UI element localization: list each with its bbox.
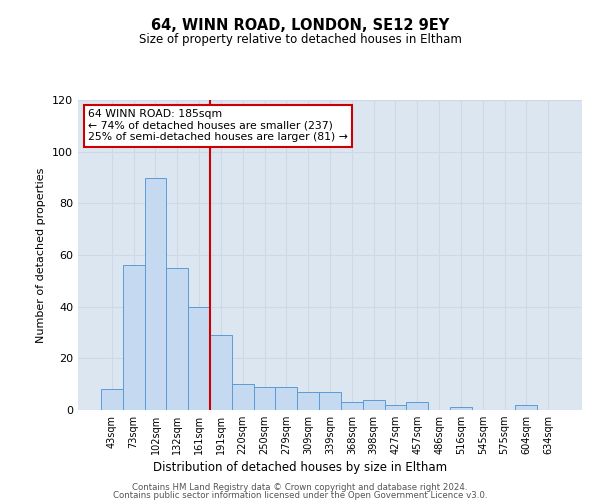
Text: Distribution of detached houses by size in Eltham: Distribution of detached houses by size …	[153, 461, 447, 474]
Bar	[232, 384, 254, 410]
Bar	[166, 268, 188, 410]
Bar	[385, 405, 406, 410]
Y-axis label: Number of detached properties: Number of detached properties	[37, 168, 46, 342]
Text: 64 WINN ROAD: 185sqm
← 74% of detached houses are smaller (237)
25% of semi-deta: 64 WINN ROAD: 185sqm ← 74% of detached h…	[88, 110, 348, 142]
Bar	[297, 392, 319, 410]
Bar	[275, 387, 297, 410]
Bar	[319, 392, 341, 410]
Bar	[101, 390, 123, 410]
Bar	[145, 178, 166, 410]
Bar	[406, 402, 428, 410]
Text: Size of property relative to detached houses in Eltham: Size of property relative to detached ho…	[139, 32, 461, 46]
Bar	[123, 266, 145, 410]
Text: 64, WINN ROAD, LONDON, SE12 9EY: 64, WINN ROAD, LONDON, SE12 9EY	[151, 18, 449, 32]
Bar	[254, 387, 275, 410]
Text: Contains public sector information licensed under the Open Government Licence v3: Contains public sector information licen…	[113, 490, 487, 500]
Text: Contains HM Land Registry data © Crown copyright and database right 2024.: Contains HM Land Registry data © Crown c…	[132, 483, 468, 492]
Bar	[450, 408, 472, 410]
Bar	[515, 405, 537, 410]
Bar	[210, 335, 232, 410]
Bar	[341, 402, 363, 410]
Bar	[363, 400, 385, 410]
Bar	[188, 306, 210, 410]
